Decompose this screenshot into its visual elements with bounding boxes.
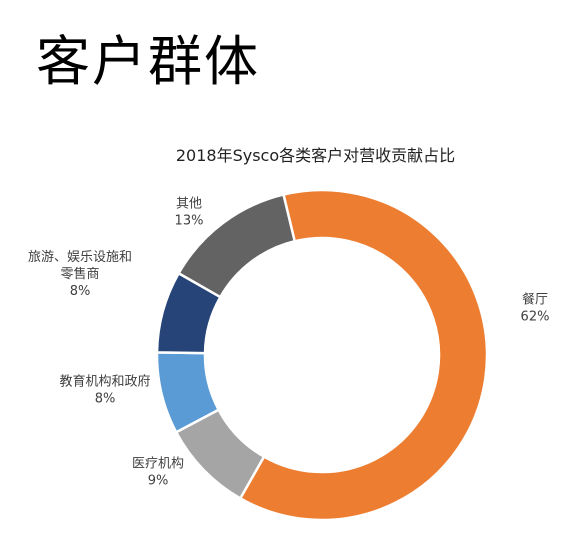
chart-slices — [155, 188, 489, 522]
slice-category-label: 医疗机构 — [132, 457, 184, 472]
slice-value-label: 8% — [70, 284, 91, 299]
slice-label-2: 教育机构和政府 8% — [59, 374, 150, 407]
slice-label-0: 餐厅 62% — [521, 292, 550, 325]
slice-value-label: 13% — [175, 214, 204, 229]
slice-category-label: 餐厅 — [522, 292, 548, 308]
slice-value-label: 8% — [95, 392, 116, 407]
slice-category-label: 其他 — [176, 197, 202, 212]
page-title: 客户群体 — [36, 30, 260, 93]
slice-category-label: 教育机构和政府 — [59, 374, 150, 390]
chart-labels: 餐厅 62% 医疗机构 9% 教育机构和政府 8% 旅游、娱乐设施和零售商 8% 其他 13% — [28, 197, 549, 489]
slice-label-3: 旅游、娱乐设施和零售商 8% — [28, 250, 132, 299]
slice-value-label: 9% — [148, 474, 169, 489]
slice-4 — [176, 193, 297, 299]
slice-0 — [238, 188, 489, 522]
chart-title: 2018年Sysco各类客户对营收贡献占比 — [175, 146, 456, 165]
slice-value-label: 62% — [521, 310, 550, 325]
slice-label-4: 其他 13% — [175, 197, 204, 229]
slice-label-1: 医疗机构 9% — [132, 457, 184, 489]
slice-category-label: 旅游、娱乐设施和 — [28, 250, 132, 265]
slice-category-label: 零售商 — [60, 266, 99, 282]
